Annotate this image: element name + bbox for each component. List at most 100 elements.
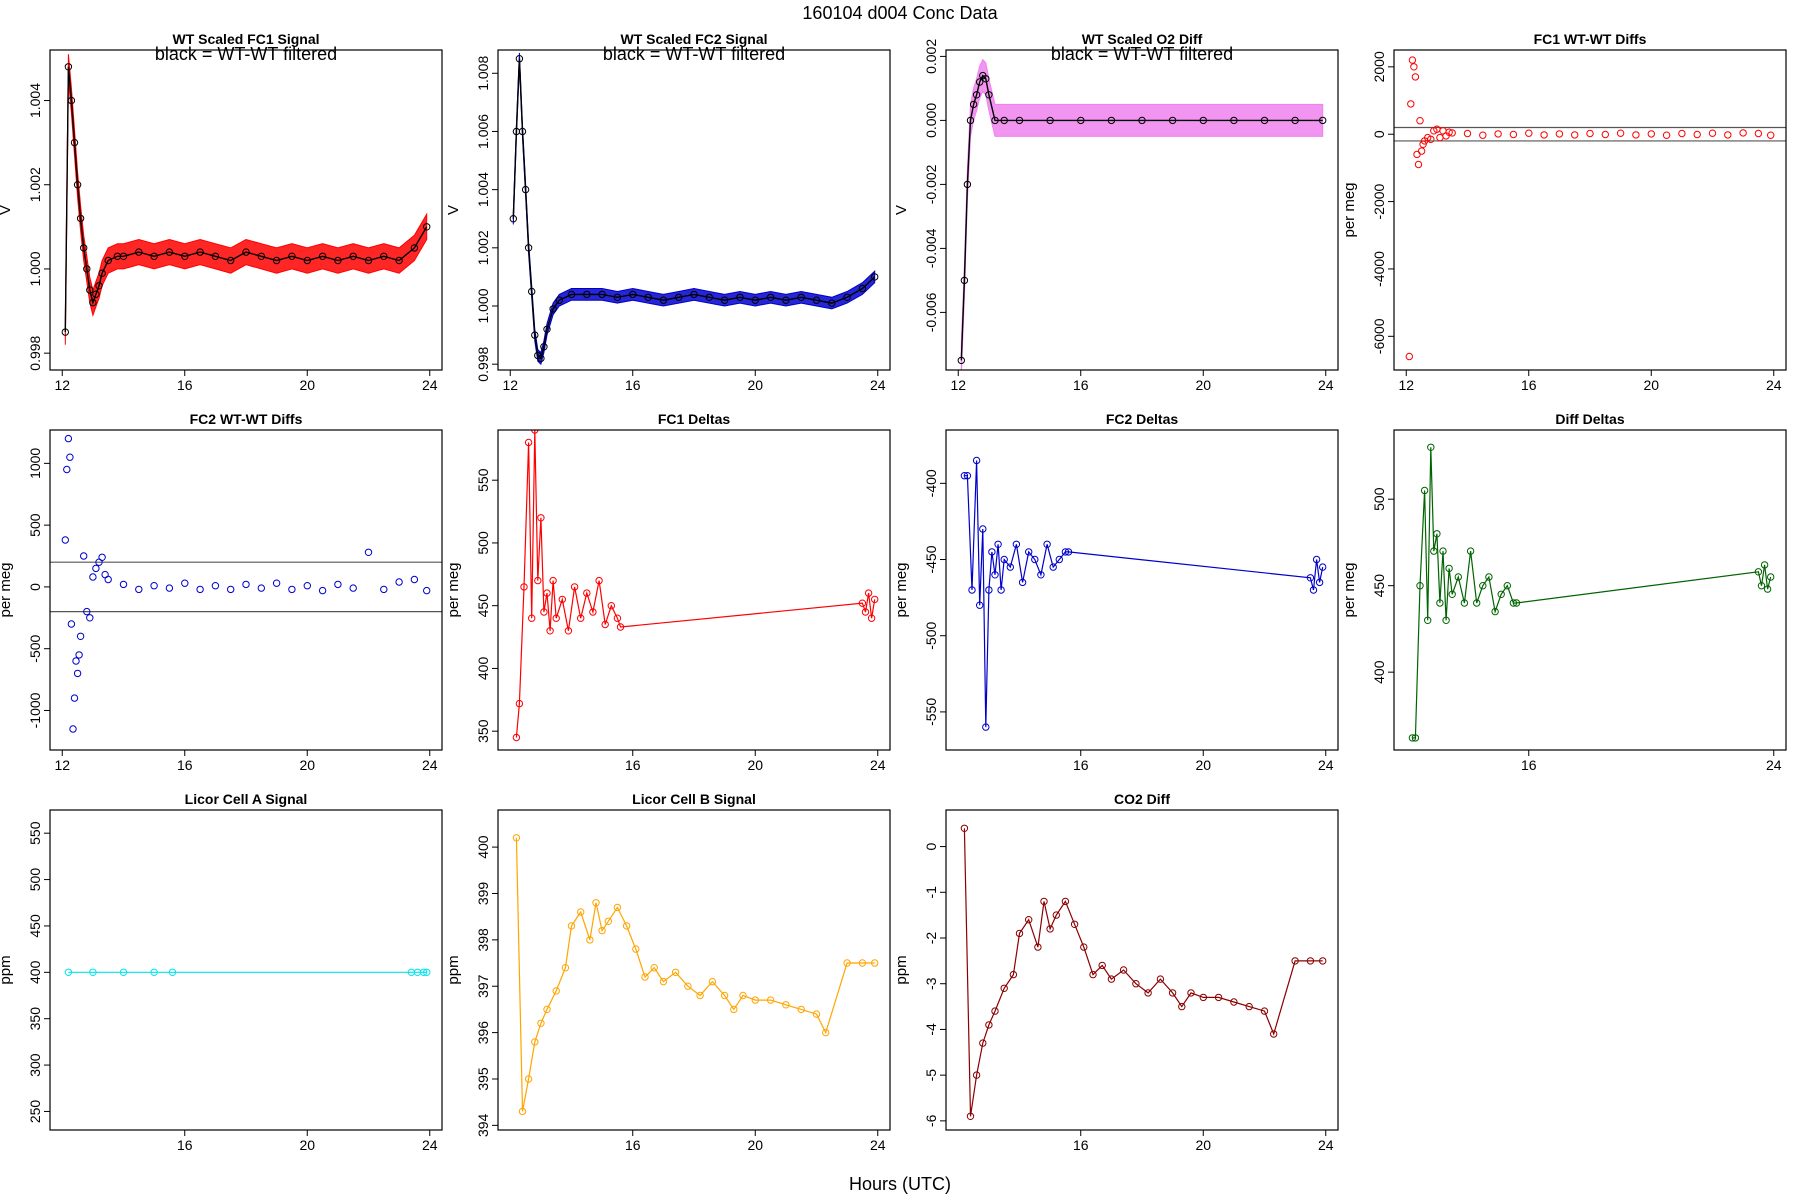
data-point [598, 926, 606, 935]
chart-p5: FC2 WT-WT Diffs per meg 12 16 20 24 -1000 -500 0… [0, 411, 443, 773]
data-point [577, 614, 585, 622]
data-point [318, 252, 327, 260]
data-point [985, 91, 993, 99]
data-point [979, 1039, 987, 1047]
data-point [1479, 582, 1487, 590]
data-point [211, 252, 220, 260]
data-point [1416, 117, 1424, 125]
data-point [165, 248, 174, 256]
data-point [288, 585, 296, 594]
data-point [1291, 116, 1299, 125]
data-point [1512, 599, 1521, 607]
y-tick-label: 0.002 [923, 39, 939, 74]
data-point [272, 256, 281, 265]
data-point [1315, 578, 1324, 587]
data-point [1678, 129, 1686, 138]
data-point [1168, 116, 1177, 125]
data-point [797, 293, 805, 301]
series-line [960, 74, 1323, 361]
data-point [613, 293, 622, 301]
data-point [604, 917, 612, 925]
data-point [982, 723, 990, 731]
data-point [960, 472, 969, 480]
y-tick-label: 250 [27, 1100, 43, 1124]
x-tick-label: 24 [870, 377, 886, 393]
data-point [583, 589, 591, 597]
data-point [991, 116, 999, 125]
data-point [423, 586, 431, 595]
data-point [528, 287, 536, 296]
plot-frame [49, 49, 443, 371]
x-tick-label: 24 [1766, 377, 1782, 393]
data-point [782, 1001, 790, 1009]
data-point [1586, 129, 1594, 138]
chart-p7: FC2 Deltas per meg 16 20 24 -550 -500 -450 -400 [893, 411, 1339, 773]
data-point [561, 964, 570, 972]
data-point [349, 252, 357, 260]
data-point [1448, 590, 1456, 598]
data-point [1178, 1002, 1186, 1011]
x-tick-label: 20 [1195, 377, 1211, 393]
y-tick-label: 0 [923, 842, 939, 850]
data-point [601, 620, 609, 629]
data-point [364, 548, 373, 556]
data-point [73, 669, 82, 678]
data-point [98, 553, 106, 561]
data-point [1436, 599, 1444, 607]
y-tick-label: -0.002 [923, 164, 939, 204]
data-point [61, 328, 70, 336]
y-tick-label: 500 [27, 513, 43, 537]
data-point [1119, 966, 1128, 974]
plot-area [64, 968, 431, 976]
data-point [671, 968, 680, 976]
data-point [95, 282, 103, 290]
data-point [515, 55, 524, 63]
data-point [380, 252, 388, 260]
data-point [543, 1005, 551, 1014]
data-point [1306, 574, 1315, 582]
data-point [1168, 989, 1177, 997]
y-tick-label: 400 [475, 835, 491, 859]
chart-p4: FC1 WT-WT Diffs per meg 12 16 20 24 -6000 -4000… [1341, 31, 1787, 393]
data-point [537, 514, 545, 522]
data-point [1555, 130, 1564, 138]
data-point [1040, 897, 1048, 906]
data-point [1319, 563, 1327, 571]
series-line [1412, 447, 1772, 739]
data-point [512, 834, 521, 842]
chart-title: FC2 WT-WT Diffs [190, 411, 303, 427]
series-line [963, 828, 1323, 1117]
data-point [708, 977, 717, 986]
chart-title: Diff Deltas [1555, 411, 1624, 427]
series-line [515, 430, 876, 738]
plot-area [957, 58, 1327, 370]
data-point [303, 582, 311, 590]
data-point [69, 725, 77, 733]
data-point [797, 1005, 805, 1014]
chart-note: black = WT-WT filtered [603, 44, 785, 64]
x-tick-label: 16 [625, 757, 641, 773]
data-point [739, 991, 747, 1000]
data-point [858, 959, 867, 967]
data-point [80, 552, 88, 560]
data-point [196, 248, 204, 256]
data-point [1411, 73, 1420, 81]
x-tick-label: 24 [1318, 377, 1334, 393]
data-point [1497, 590, 1505, 598]
data-point [1445, 564, 1453, 573]
data-point [70, 138, 79, 147]
plot-frame [49, 809, 443, 1131]
data-point [181, 252, 189, 260]
data-point [972, 91, 981, 99]
chart-ylabel: ppm [0, 955, 14, 984]
data-point [1754, 129, 1763, 138]
data-point [135, 585, 143, 594]
y-tick-label: -500 [923, 621, 939, 649]
y-tick-label: 550 [475, 468, 491, 492]
data-point [969, 100, 978, 109]
data-point [690, 290, 698, 299]
data-point [549, 305, 557, 313]
data-point [598, 290, 606, 299]
data-point [644, 293, 652, 301]
data-point [972, 456, 981, 465]
